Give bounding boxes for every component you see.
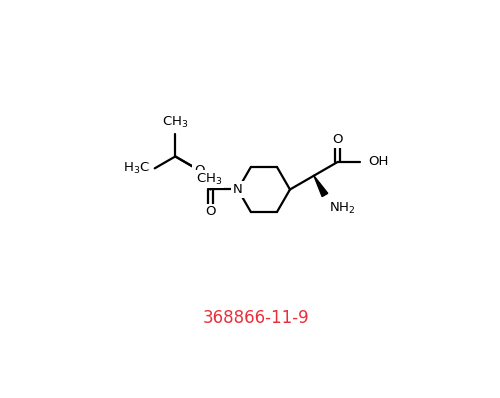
Text: CH$_3$: CH$_3$ (196, 172, 223, 187)
Text: NH$_2$: NH$_2$ (329, 201, 355, 216)
Text: 368866-11-9: 368866-11-9 (203, 309, 310, 327)
Text: H$_3$C: H$_3$C (123, 161, 150, 176)
Text: CH$_3$: CH$_3$ (162, 115, 188, 131)
Text: O: O (332, 133, 343, 146)
Text: O: O (205, 205, 216, 218)
Polygon shape (314, 176, 328, 197)
Text: N: N (233, 183, 242, 196)
Text: OH: OH (368, 155, 389, 168)
Text: O: O (194, 164, 204, 177)
